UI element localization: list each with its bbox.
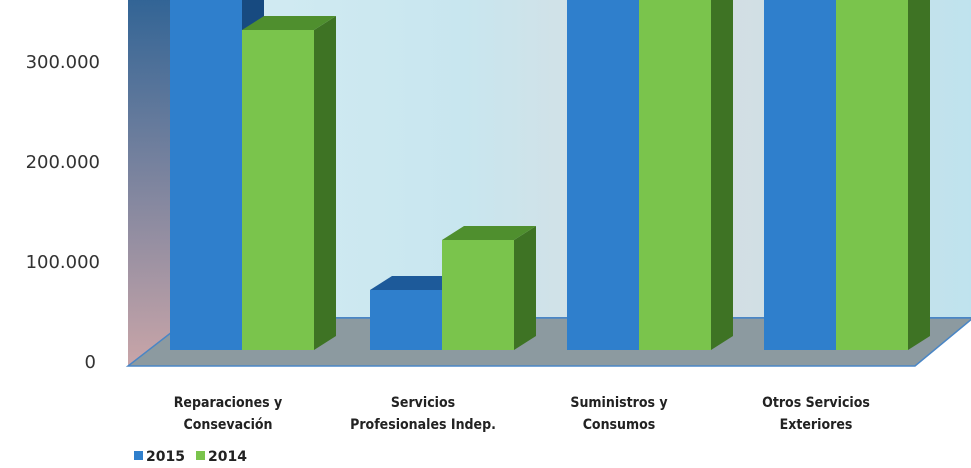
bar-2014-2 bbox=[639, 0, 733, 350]
bar-series-group bbox=[170, 0, 930, 350]
legend-label: 2014 bbox=[208, 449, 247, 465]
floor bbox=[125, 317, 971, 367]
y-tick-label: 0 bbox=[85, 352, 96, 373]
legend-swatch bbox=[196, 451, 205, 460]
bar-2014-3 bbox=[836, 0, 930, 350]
x-category-label: Servicios Profesionales Indep. bbox=[350, 395, 496, 433]
y-axis: 0100.000200.000300.000400.000500.000600.… bbox=[26, 52, 100, 373]
legend-swatch bbox=[134, 451, 143, 460]
bar-2014-1 bbox=[442, 226, 536, 350]
x-category-label: Suministros y Consumos bbox=[570, 395, 667, 433]
x-category-label: Otros Servicios Exteriores bbox=[762, 395, 870, 433]
bar-2014-0 bbox=[242, 16, 336, 350]
y-tick-label: 100.000 bbox=[26, 252, 100, 273]
y-tick-label: 300.000 bbox=[26, 52, 100, 73]
legend-label: 2015 bbox=[146, 449, 185, 465]
x-category-label: Reparaciones y Consevación bbox=[174, 395, 283, 433]
x-axis: Reparaciones y Consevación Servicios Profes… bbox=[174, 395, 870, 433]
legend-item-2015: 2015 bbox=[134, 449, 185, 465]
legend-item-2014: 2014 bbox=[196, 449, 247, 465]
legend: 2015 2014 bbox=[134, 449, 247, 465]
y-tick-label: 200.000 bbox=[26, 152, 100, 173]
